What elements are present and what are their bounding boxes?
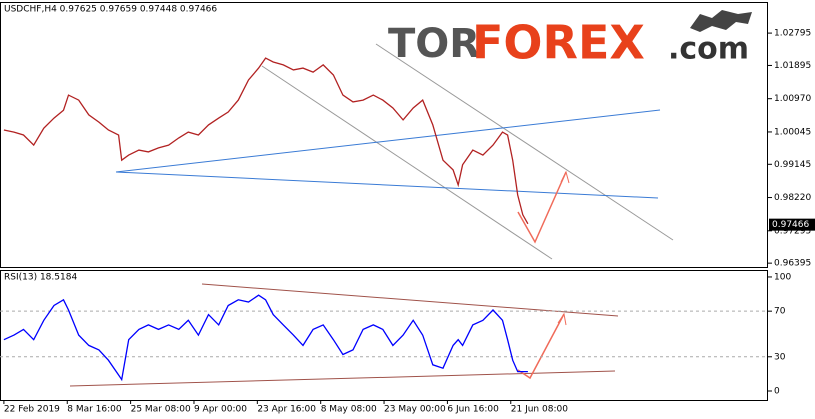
series-line — [3, 294, 528, 382]
trend-line — [115, 171, 659, 199]
y-tick-label: 0 — [774, 386, 780, 396]
y-tick-label: 1.01895 — [774, 61, 811, 71]
y-tick-label: 0.96395 — [774, 259, 811, 269]
x-tick-label: 25 Mar 08:00 — [131, 405, 191, 415]
logo-bull — [690, 10, 752, 32]
rsi-title: RSI(13) 18.5184 — [4, 273, 77, 283]
x-tick-label: 22 Feb 2019 — [4, 405, 60, 415]
x-tick-label: 8 Mar 16:00 — [67, 405, 122, 415]
y-tick-label: 100 — [774, 272, 791, 282]
x-tick-label: 23 May 00:00 — [384, 405, 446, 415]
forecast-arrow — [517, 171, 567, 244]
x-tick-label: 9 Apr 00:00 — [194, 405, 247, 415]
y-tick-label: 0.98220 — [774, 193, 811, 203]
trend-line — [115, 109, 661, 173]
series-line — [3, 57, 529, 225]
x-tick-label: 23 Apr 16:00 — [257, 405, 316, 415]
price-label: 0.97466 — [772, 220, 809, 230]
y-tick-label: 1.00045 — [774, 127, 811, 137]
y-tick-label: 1.02795 — [774, 29, 811, 39]
price-frame — [0, 2, 768, 268]
y-tick-label: 70 — [774, 307, 786, 317]
logo-tor: TOR — [388, 21, 480, 67]
arrow-head — [557, 312, 567, 326]
y-tick-label: 1.00970 — [774, 94, 811, 104]
y-tick-label: 0.99145 — [774, 160, 811, 170]
logo-com: .com — [668, 32, 749, 67]
channel-line — [375, 43, 674, 241]
price-title: USDCHF,H4 0.97625 0.97659 0.97448 0.9746… — [4, 5, 217, 15]
x-tick-label: 21 Jun 08:00 — [511, 405, 568, 415]
y-tick-label: 0.97295 — [774, 226, 811, 236]
x-tick-label: 8 May 08:00 — [321, 405, 377, 415]
arrow-head — [560, 170, 570, 184]
x-tick-label: 6 Jun 16:00 — [447, 405, 499, 415]
rsi-forecast-arrow — [517, 313, 565, 380]
y-tick-label: 30 — [774, 352, 786, 362]
logo-forex: FOREX — [472, 16, 645, 70]
price-label-box — [769, 218, 815, 231]
channel-line — [261, 65, 553, 260]
